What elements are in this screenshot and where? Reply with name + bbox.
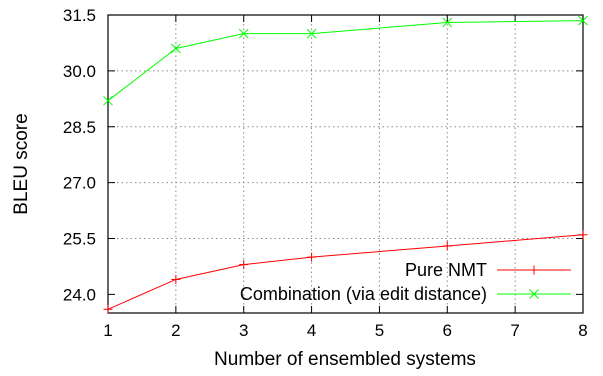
legend-marker-combination [529,289,539,299]
data-point [578,230,588,240]
data-point [103,95,113,106]
data-point [238,28,249,39]
x-tick-label: 8 [578,321,587,340]
x-tick-label: 5 [375,321,384,340]
legend-label-combination: Combination (via edit distance) [240,284,487,304]
series-line-1 [107,20,584,102]
x-axis-title: Number of ensembled systems [214,349,476,370]
y-tick-label: 31.5 [63,6,96,25]
y-axis-title: BLEU score [11,113,32,214]
x-tick-label: 7 [510,321,519,340]
y-tick-label: 25.5 [63,230,96,249]
data-point [307,252,317,262]
y-tick-label: 27.0 [63,174,96,193]
x-tick-label: 4 [307,321,316,340]
legend: Pure NMT Combination (via edit distance) [240,260,571,304]
series-layer [103,15,588,314]
data-point [578,15,588,26]
data-point [306,28,317,39]
grid-lines [108,15,583,313]
y-tick-label: 24.0 [63,285,96,304]
legend-label-pure-nmt: Pure NMT [405,260,487,280]
data-point [171,43,181,54]
x-tick-label: 1 [103,321,112,340]
data-point [171,274,181,284]
y-tick-label: 28.5 [63,118,96,137]
plot-frame [107,14,584,314]
x-tick-labels: 1 2 3 4 5 6 7 8 [103,321,587,340]
x-tick-label: 6 [443,321,452,340]
x-tick-label: 2 [171,321,180,340]
axis-ticks [107,14,584,313]
x-tick-label: 3 [239,321,248,340]
legend-markers [529,265,539,299]
data-point [442,241,452,251]
y-tick-label: 30.0 [63,62,96,81]
series-line-0 [107,234,584,310]
data-point [103,304,113,314]
legend-marker-pure-nmt [529,265,539,275]
data-point [442,17,453,28]
data-point [239,260,249,270]
y-tick-labels: 24.0 25.5 27.0 28.5 30.0 31.5 [63,6,96,304]
